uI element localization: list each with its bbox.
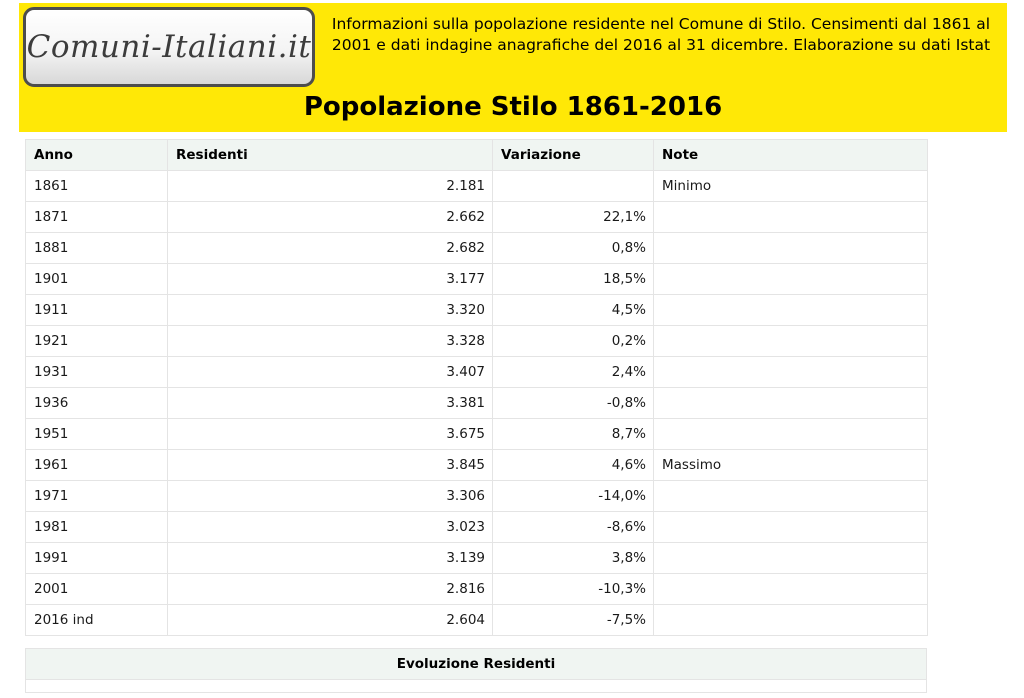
table-row: 2016 ind 2.604 -7,5% (25, 604, 928, 636)
table-row: 1901 3.177 18,5% (25, 263, 928, 295)
table-row: 1911 3.320 4,5% (25, 294, 928, 326)
column-header-residenti: Residenti (167, 139, 493, 171)
column-header-anno: Anno (25, 139, 168, 171)
year-cell: 1936 (25, 387, 168, 419)
year-cell: 1931 (25, 356, 168, 388)
variation-cell: 8,7% (492, 418, 654, 450)
residents-cell: 3.845 (167, 449, 493, 481)
table-row: 1961 3.845 4,6% Massimo (25, 449, 928, 481)
residents-cell: 3.381 (167, 387, 493, 419)
table-row: 1871 2.662 22,1% (25, 201, 928, 233)
year-cell: 1921 (25, 325, 168, 357)
site-logo-text: Comuni-Italiani.it (26, 29, 312, 65)
top-banner: Comuni-Italiani.it Informazioni sulla po… (19, 3, 1007, 132)
year-cell: 1961 (25, 449, 168, 481)
year-cell: 1991 (25, 542, 168, 574)
table-row: 1981 3.023 -8,6% (25, 511, 928, 543)
year-cell: 1971 (25, 480, 168, 512)
residents-cell: 3.023 (167, 511, 493, 543)
column-header-note: Note (653, 139, 928, 171)
population-table-container: Anno Residenti Variazione Note 1861 2.18… (25, 139, 1024, 636)
variation-cell (492, 170, 654, 202)
residents-cell: 2.604 (167, 604, 493, 636)
year-cell: 2016 ind (25, 604, 168, 636)
variation-cell: 2,4% (492, 356, 654, 388)
residents-cell: 3.675 (167, 418, 493, 450)
year-cell: 1981 (25, 511, 168, 543)
variation-cell: 0,2% (492, 325, 654, 357)
table-header-row: Anno Residenti Variazione Note (25, 139, 928, 171)
variation-cell: -14,0% (492, 480, 654, 512)
table-row: 1936 3.381 -0,8% (25, 387, 928, 419)
residents-cell: 3.320 (167, 294, 493, 326)
note-cell: Massimo (653, 449, 928, 481)
table-row: 1921 3.328 0,2% (25, 325, 928, 357)
variation-cell: -7,5% (492, 604, 654, 636)
year-cell: 1881 (25, 232, 168, 264)
note-cell (653, 418, 928, 450)
population-table: Anno Residenti Variazione Note 1861 2.18… (25, 139, 928, 636)
residents-cell: 3.328 (167, 325, 493, 357)
evolution-section-title: Evoluzione Residenti (25, 648, 927, 680)
note-cell (653, 387, 928, 419)
note-cell: Minimo (653, 170, 928, 202)
column-header-variazione: Variazione (492, 139, 654, 171)
note-cell (653, 511, 928, 543)
residents-cell: 3.306 (167, 480, 493, 512)
note-cell (653, 542, 928, 574)
year-cell: 1951 (25, 418, 168, 450)
variation-cell: -0,8% (492, 387, 654, 419)
note-cell (653, 604, 928, 636)
residents-cell: 2.181 (167, 170, 493, 202)
year-cell: 1911 (25, 294, 168, 326)
note-cell (653, 294, 928, 326)
year-cell: 1871 (25, 201, 168, 233)
variation-cell: 4,5% (492, 294, 654, 326)
residents-cell: 2.682 (167, 232, 493, 264)
variation-cell: 18,5% (492, 263, 654, 295)
table-row: 1971 3.306 -14,0% (25, 480, 928, 512)
residents-cell: 2.662 (167, 201, 493, 233)
year-cell: 1861 (25, 170, 168, 202)
note-cell (653, 325, 928, 357)
residents-cell: 3.139 (167, 542, 493, 574)
table-row: 1881 2.682 0,8% (25, 232, 928, 264)
year-cell: 1901 (25, 263, 168, 295)
variation-cell: -8,6% (492, 511, 654, 543)
table-row: 1951 3.675 8,7% (25, 418, 928, 450)
note-cell (653, 201, 928, 233)
residents-cell: 2.816 (167, 573, 493, 605)
banner-info-text: Informazioni sulla popolazione residente… (331, 15, 991, 54)
note-cell (653, 480, 928, 512)
page-title: Popolazione Stilo 1861-2016 (303, 92, 723, 122)
variation-cell: 3,8% (492, 542, 654, 574)
year-cell: 2001 (25, 573, 168, 605)
residents-cell: 3.407 (167, 356, 493, 388)
table-row: 1861 2.181 Minimo (25, 170, 928, 202)
evolution-chart-area (25, 680, 927, 693)
note-cell (653, 356, 928, 388)
note-cell (653, 263, 928, 295)
banner-top-row: Comuni-Italiani.it Informazioni sulla po… (23, 7, 1003, 87)
table-row: 2001 2.816 -10,3% (25, 573, 928, 605)
table-row: 1991 3.139 3,8% (25, 542, 928, 574)
note-cell (653, 573, 928, 605)
site-logo[interactable]: Comuni-Italiani.it (23, 7, 315, 87)
variation-cell: -10,3% (492, 573, 654, 605)
variation-cell: 4,6% (492, 449, 654, 481)
residents-cell: 3.177 (167, 263, 493, 295)
note-cell (653, 232, 928, 264)
evolution-section: Evoluzione Residenti (25, 648, 927, 693)
variation-cell: 22,1% (492, 201, 654, 233)
variation-cell: 0,8% (492, 232, 654, 264)
table-row: 1931 3.407 2,4% (25, 356, 928, 388)
